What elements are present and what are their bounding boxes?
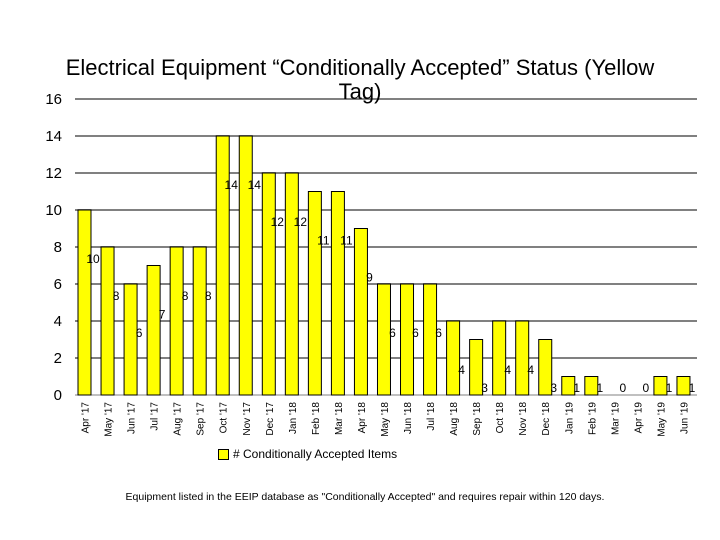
x-tick-label: Jan '18 [288, 402, 299, 434]
y-tick-label: 4 [54, 313, 62, 330]
x-tick-label: Apr '18 [357, 402, 368, 434]
bar [676, 376, 691, 396]
data-label: 1 [666, 381, 673, 395]
y-tick-label: 12 [45, 165, 62, 182]
bar [400, 283, 415, 396]
data-label: 12 [294, 215, 308, 229]
y-tick-label: 14 [45, 128, 62, 145]
x-tick-label: Apr '17 [81, 402, 92, 434]
bar [284, 172, 299, 396]
bar [192, 246, 207, 396]
bar [423, 283, 438, 396]
x-tick-label: Apr '19 [633, 402, 644, 434]
legend-label: # Conditionally Accepted Items [233, 447, 398, 461]
bar [261, 172, 276, 396]
x-tick-label: Jan '19 [564, 402, 575, 434]
data-label: 7 [159, 308, 166, 322]
bar [538, 339, 553, 396]
x-tick-label: Jul '18 [426, 402, 437, 431]
data-label: 12 [271, 215, 285, 229]
y-tick-label: 6 [54, 276, 62, 293]
data-label: 0 [620, 381, 627, 395]
bar [515, 320, 530, 396]
x-tick-label: Aug '18 [449, 402, 460, 436]
data-label: 11 [317, 234, 330, 248]
x-tick-label: Jun '18 [403, 402, 414, 434]
bar [446, 320, 461, 396]
y-tick-label: 8 [54, 239, 62, 256]
x-tick-label: Jun '19 [679, 402, 690, 434]
bar [469, 339, 484, 396]
x-tick-label: Feb '19 [587, 402, 598, 435]
x-tick-label: Mar '19 [610, 402, 621, 435]
data-label: 10 [86, 252, 100, 266]
y-tick-label: 16 [45, 91, 62, 108]
x-tick-label: Dec '18 [541, 402, 552, 436]
x-tick-label: Oct '18 [495, 402, 506, 434]
bar [169, 246, 184, 396]
x-tick-label: Jun '17 [127, 402, 138, 434]
data-label: 14 [225, 178, 239, 192]
bar [561, 376, 576, 396]
y-tick-label: 0 [54, 387, 62, 404]
data-label: 1 [573, 381, 580, 395]
bar [123, 283, 138, 396]
data-label: 4 [504, 363, 511, 377]
y-tick-label: 10 [45, 202, 62, 219]
bar [146, 265, 161, 396]
data-label: 14 [248, 178, 262, 192]
bar [307, 191, 322, 396]
bar [653, 376, 668, 396]
legend-swatch [218, 448, 229, 460]
data-label: 0 [643, 381, 650, 395]
x-tick-label: Feb '18 [311, 402, 322, 435]
x-tick-label: Nov '17 [242, 402, 253, 436]
x-tick-label: Nov '18 [518, 402, 529, 436]
footnote: Equipment listed in the EEIP database as… [125, 491, 605, 503]
x-tick-label: May '19 [656, 402, 667, 437]
x-tick-label: May '17 [104, 402, 115, 437]
bar [353, 228, 368, 396]
bar [376, 283, 391, 396]
data-label: 4 [458, 363, 465, 377]
data-label: 1 [596, 381, 603, 395]
bar [238, 135, 253, 396]
bar [330, 191, 345, 396]
y-tick-label: 2 [54, 350, 62, 367]
bar [584, 376, 599, 396]
data-label: 6 [389, 326, 396, 340]
x-tick-label: Mar '18 [334, 402, 345, 435]
data-label: 8 [113, 289, 120, 303]
x-tick-label: Sep '17 [196, 402, 207, 436]
x-tick-label: Aug '17 [173, 402, 184, 436]
data-label: 8 [205, 289, 212, 303]
x-tick-label: Dec '17 [265, 402, 276, 436]
legend: # Conditionally Accepted Items [218, 447, 397, 461]
data-label: 9 [366, 271, 373, 285]
data-label: 3 [550, 381, 557, 395]
x-tick-label: May '18 [380, 402, 391, 437]
data-label: 1 [689, 381, 696, 395]
data-label: 6 [412, 326, 419, 340]
bar [77, 209, 92, 396]
data-label: 8 [182, 289, 189, 303]
bar [100, 246, 115, 396]
x-tick-label: Jul '17 [150, 402, 161, 431]
x-tick-label: Oct '17 [219, 402, 230, 434]
data-label: 3 [481, 381, 488, 395]
data-label: 4 [527, 363, 534, 377]
data-label: 6 [136, 326, 143, 340]
chart-title: Electrical Equipment “Conditionally Acce… [65, 55, 655, 104]
data-label: 6 [435, 326, 442, 340]
bar [492, 320, 507, 396]
bar [215, 135, 230, 396]
data-label: 11 [340, 234, 353, 248]
x-tick-label: Sep '18 [472, 402, 483, 436]
